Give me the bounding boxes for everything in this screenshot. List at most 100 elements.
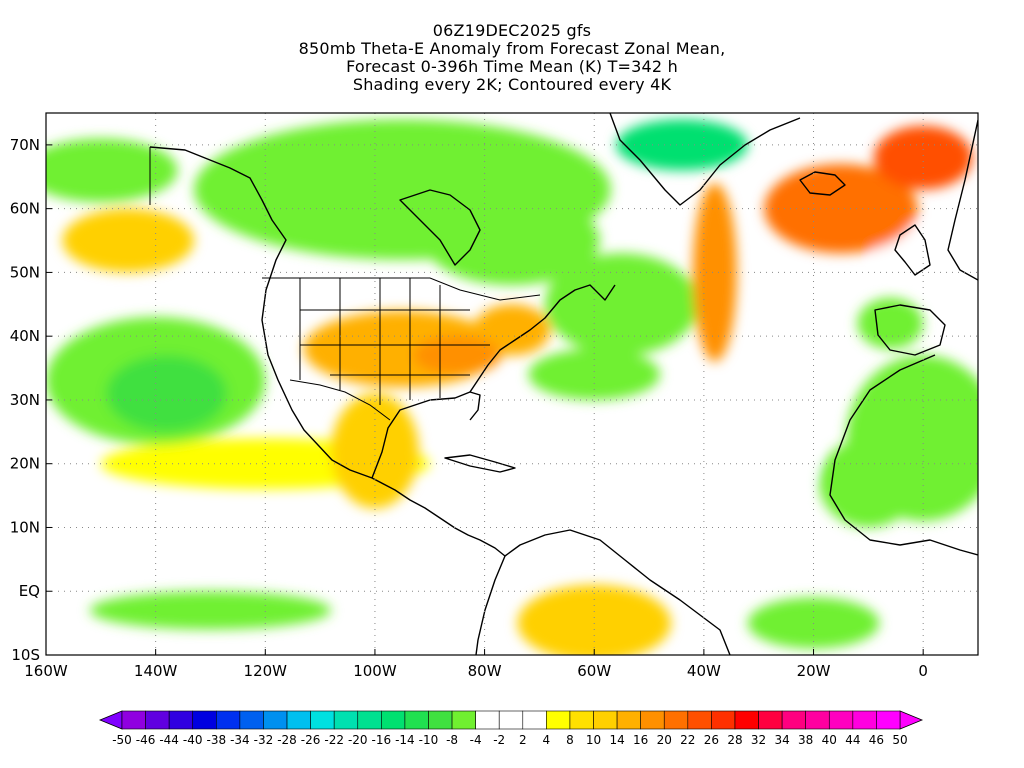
anomaly-region-greenland-low [616,119,748,171]
y-tick-label: 10S [11,646,40,664]
coastlines [149,113,978,655]
colorbar-swatch [734,710,759,730]
anomaly-region-south-america-pos [517,584,671,655]
colorbar-label: 50 [892,733,907,747]
colorbar-swatch [168,710,194,730]
colorbar-swatch [357,710,382,730]
south-america-west [475,555,506,655]
colorbar-label: -26 [301,733,321,747]
colorbar-swatch [263,710,288,730]
colorbar-label: -10 [419,733,439,747]
greenland-coast [609,113,801,206]
colorbar-max-arrow [899,710,924,730]
y-tick-label: 30N [10,391,40,409]
colorbar-swatch [475,710,500,730]
anomaly-region-norway-sea-pos [873,125,973,190]
map-frame [45,112,979,656]
east-coast [469,284,616,393]
colorbar-label: -32 [254,733,274,747]
anomaly-region-gulf-alaska-pos [62,208,195,273]
colorbar-swatch [711,710,736,730]
colorbar-label: 8 [566,733,574,747]
south-america-coast [504,529,731,655]
x-tick-label: 0 [918,662,928,680]
colorbar: -50 -46 -44 -40 -38 -34 -32 -28 -26 -22 -20 -16 -14-… [98,710,924,747]
chart-title-block: 06Z19DEC2025 gfs 850mb Theta-E Anomaly f… [0,22,1024,94]
y-tick-label: 40N [10,327,40,345]
iberia-coast [874,304,946,356]
title-line-2: 850mb Theta-E Anomaly from Forecast Zona… [298,39,726,58]
y-tick-label: 10N [10,518,40,536]
colorbar-swatch [333,710,359,730]
colorbar-label: 16 [633,733,648,747]
x-tick-label: 20W [797,662,831,680]
colorbar-label: 22 [680,733,695,747]
colorbar-swatch [381,710,406,730]
x-tick-label: 160W [24,662,68,680]
us-state-lines [299,278,490,405]
y-tick-label: 50N [10,263,40,281]
map-axes: 160W 140W 120W 100W 80W 60W 40W 20W 0 70N 60N 50N 40… [10,136,928,680]
colorbar-swatch [805,710,830,730]
colorbar-label: -38 [206,733,226,747]
colorbar-label: 2 [519,733,527,747]
colorbar-label: 32 [751,733,766,747]
colorbar-swatch [286,710,311,730]
europe-coast [947,119,978,281]
anomaly-region-us-northeast-pos [473,304,551,356]
anomaly-region-pacific-neg-core [106,355,227,432]
x-tick-label: 140W [134,662,178,680]
colorbar-swatch [852,710,877,730]
title-line-3: Forecast 0-396h Time Mean (K) T=342 h [346,57,678,76]
x-tick-label: 60W [577,662,611,680]
colorbar-swatch [216,710,241,730]
colorbar-label: -8 [446,733,458,747]
colorbar-label: 14 [609,733,624,747]
us-canada-border [262,277,541,301]
colorbar-label: 28 [727,733,742,747]
title-line-1: 06Z19DEC2025 gfs [432,21,592,40]
colorbar-label: -34 [230,733,250,747]
gulf-coast [371,391,481,479]
colorbar-swatch [593,710,618,730]
anomaly-region-hudson-neg [424,195,600,286]
colorbar-label: 38 [798,733,813,747]
colorbar-swatch [569,710,594,730]
colorbar-swatch [239,710,264,730]
anomaly-region-subtrop-atlantic-neg [528,348,661,400]
colorbar-label: 46 [869,733,884,747]
colorbar-swatch [451,710,476,730]
colorbar-label: 44 [845,733,860,747]
colorbar-label: -40 [183,733,203,747]
anomaly-region-iceland-plume-pos [764,164,918,254]
colorbar-swatch [758,710,783,730]
hudson-bay [399,189,481,266]
north-america-coast [149,146,506,557]
x-tick-label: 80W [468,662,502,680]
colorbar-label: -16 [372,733,392,747]
cuba-coast [444,454,516,473]
anomaly-shading [46,119,978,655]
colorbar-swatch [310,710,335,730]
colorbar-swatch [546,710,571,730]
uk-coast [894,224,931,276]
colorbar-label: 20 [657,733,672,747]
colorbar-label: 40 [822,733,837,747]
colorbar-swatch [616,710,641,730]
colorbar-label: -46 [136,733,156,747]
colorbar-label: 10 [586,733,601,747]
y-tick-label: EQ [19,582,40,600]
africa-coast [829,354,978,556]
colorbar-label: -44 [159,733,179,747]
colorbar-swatch [876,710,901,730]
colorbar-swatch [121,710,146,730]
colorbar-swatch [522,710,547,730]
colorbar-swatch [781,710,806,730]
anomaly-region-mexico-pos [331,393,419,509]
colorbar-label: 26 [704,733,719,747]
y-tick-label: 70N [10,136,40,154]
colorbar-swatch [428,710,453,730]
lat-lon-grid [46,113,978,655]
colorbar-swatch [828,710,854,730]
colorbar-swatch [498,710,524,730]
